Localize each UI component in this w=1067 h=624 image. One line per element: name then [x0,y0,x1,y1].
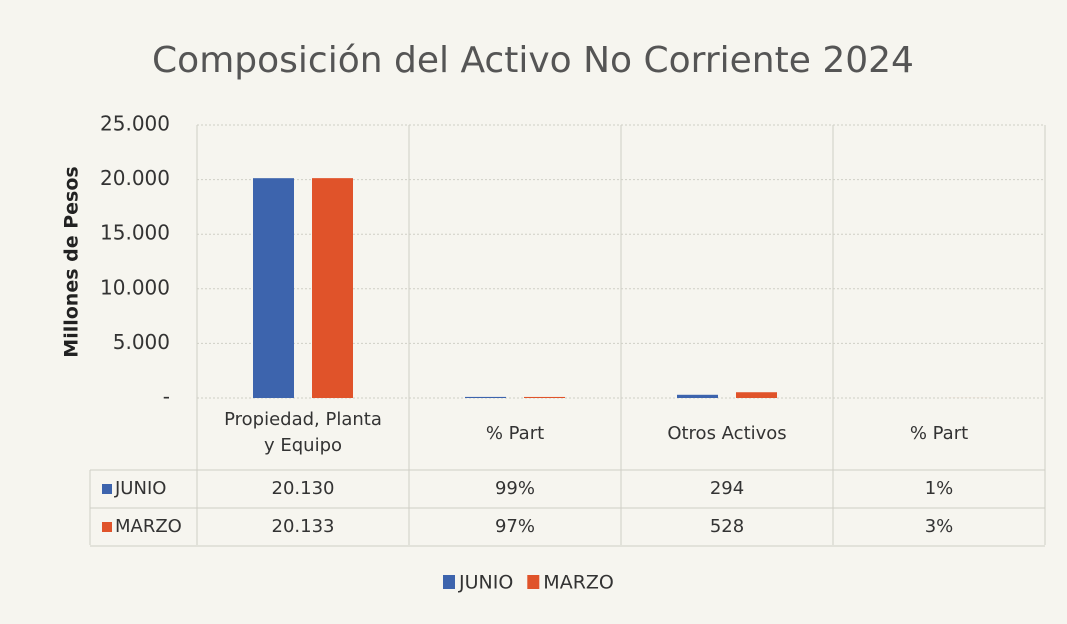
y-tick-label: 10.000 [100,275,170,299]
x-tick-label: % Part [486,423,544,444]
bar [524,396,565,398]
legend-label: MARZO [543,572,614,594]
bar [253,178,294,398]
x-tick-label: Otros Activos [667,423,786,444]
data-label: 99% [495,478,535,499]
bar [312,178,353,398]
legend-key [443,575,455,589]
data-label: 3% [925,516,954,537]
y-tick-label: 15.000 [100,221,170,245]
table-series-name: JUNIO [114,478,166,499]
data-label: 528 [710,516,744,537]
data-label: 1% [925,478,954,499]
data-label: 294 [710,478,744,499]
y-tick-label: - [163,385,170,409]
y-tick-label: 20.000 [100,166,170,190]
table-legend-key [102,484,112,494]
bar [677,394,718,398]
y-axis-label: Millones de Pesos [61,166,83,357]
legend-label: JUNIO [458,572,513,594]
bar [465,396,506,398]
x-tick-label: % Part [910,423,968,444]
table-series-name: MARZO [115,516,182,537]
y-tick-label: 25.000 [100,112,170,136]
data-label: 20.133 [272,516,335,537]
data-label: 97% [495,516,535,537]
x-tick-label: Propiedad, Planta y Equipo [224,409,382,456]
y-tick-label: 5.000 [113,330,170,354]
table-legend-key [102,522,112,532]
data-label: 20.130 [272,478,335,499]
bar [736,392,777,398]
legend-key [527,575,540,589]
chart-title: Composición del Activo No Corriente 2024 [152,40,914,81]
